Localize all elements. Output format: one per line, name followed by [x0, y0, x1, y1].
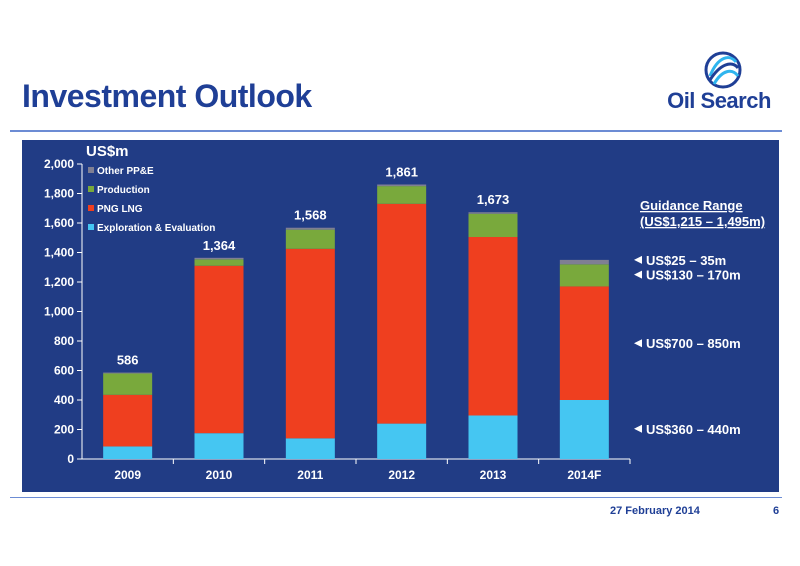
bar-segment-2009 — [103, 446, 153, 459]
y-tick-label: 1,800 — [44, 187, 74, 201]
bar-segment-2011 — [285, 229, 335, 249]
guidance-arrow-icon — [634, 255, 642, 264]
y-tick-label: 0 — [67, 452, 74, 466]
x-tick-label: 2014F — [567, 468, 601, 482]
chart-panel: US$m 0 200 400 600 800 1,000 1,200 1,400 1,600 1,8… — [22, 140, 779, 492]
guidance-title: Guidance Range — [640, 198, 743, 213]
bar-segment-2012 — [377, 423, 427, 459]
y-tick-label: 1,600 — [44, 216, 74, 230]
y-tick-label: 800 — [54, 334, 74, 348]
footer-date: 27 February 2014 — [610, 505, 700, 517]
guidance-arrow-icon — [634, 339, 642, 348]
bar-segment-2010 — [194, 433, 244, 459]
top-divider — [10, 130, 782, 132]
y-axis-label: US$m — [86, 143, 129, 160]
bar-segment-2009 — [103, 394, 153, 447]
bar-segment-2014f — [559, 264, 609, 287]
bar-total-label: 1,364 — [203, 238, 236, 253]
page-number: 6 — [773, 505, 780, 517]
bar-segment-2012 — [377, 184, 427, 187]
bar-segment-2013 — [468, 237, 518, 416]
plot-area — [82, 164, 630, 459]
bar-segment-2013 — [468, 212, 518, 214]
y-tick-label: 400 — [54, 393, 74, 407]
page-title: Investment Outlook — [22, 78, 312, 114]
guidance-item-label: US$360 – 440m — [646, 422, 741, 437]
x-tick-label: 2012 — [388, 468, 415, 482]
bar-segment-2011 — [285, 248, 335, 439]
y-tick-label: 2,000 — [44, 157, 74, 171]
x-tick-label: 2010 — [206, 468, 233, 482]
bar-total-label: 1,673 — [477, 192, 510, 207]
guidance-item-label: US$700 – 850m — [646, 336, 741, 351]
bar-segment-2012 — [377, 186, 427, 204]
legend-entry: Production — [97, 185, 150, 196]
bar-segment-2011 — [285, 438, 335, 459]
y-tick-label: 1,400 — [44, 246, 74, 260]
bar-segment-2014f — [559, 286, 609, 400]
bar-total-label: 1,568 — [294, 208, 327, 223]
y-tick-label: 600 — [54, 364, 74, 378]
legend-entry: Exploration & Evaluation — [97, 223, 215, 234]
y-tick-label: 200 — [54, 423, 74, 437]
bar-segment-2009 — [103, 373, 153, 395]
y-tick-label: 1,000 — [44, 305, 74, 319]
bar-segment-2010 — [194, 257, 244, 260]
legend-entry: Other PP&E — [97, 166, 154, 177]
brand-name: Oil Search — [667, 88, 771, 113]
oil-search-logo: Oil Search — [660, 50, 790, 120]
bar-segment-2010 — [194, 265, 244, 434]
guidance-range: (US$1,215 – 1,495m) — [640, 214, 765, 229]
bar-segment-2010 — [194, 259, 244, 266]
guidance-arrow-icon — [634, 424, 642, 433]
globe-icon — [704, 51, 742, 89]
legend-entry: PNG LNG — [97, 204, 143, 215]
bar-total-label: 586 — [117, 353, 139, 368]
legend-swatch — [88, 205, 94, 211]
bar-segment-2012 — [377, 203, 427, 424]
bar-segment-2014f — [559, 400, 609, 459]
x-tick-label: 2011 — [297, 468, 323, 482]
stacked-bar-chart: US$m 0 200 400 600 800 1,000 1,200 1,400 1,600 1,8… — [44, 143, 765, 482]
guidance-item-label: US$130 – 170m — [646, 268, 741, 283]
y-tick-label: 1,200 — [44, 275, 74, 289]
legend-swatch — [88, 224, 94, 230]
bar-segment-2013 — [468, 213, 518, 238]
bar-segment-2011 — [285, 227, 335, 230]
bar-segment-2009 — [103, 372, 153, 374]
x-tick-label: 2013 — [480, 468, 507, 482]
bar-total-label: 1,861 — [385, 165, 418, 180]
bottom-divider — [10, 497, 782, 498]
guidance-arrow-icon — [634, 270, 642, 279]
legend-swatch — [88, 186, 94, 192]
bar-segment-2014f — [559, 259, 609, 265]
bar-segment-2013 — [468, 415, 518, 459]
x-tick-label: 2009 — [114, 468, 141, 482]
guidance-item-label: US$25 – 35m — [646, 253, 726, 268]
legend-swatch — [88, 167, 94, 173]
